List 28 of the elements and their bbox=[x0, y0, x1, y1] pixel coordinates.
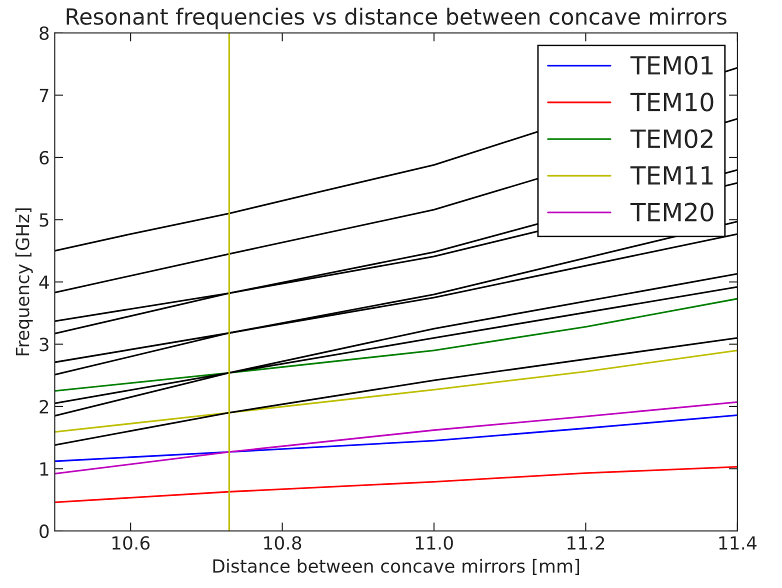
y-tick-label: 1 bbox=[40, 462, 48, 476]
legend-label: TEM02 bbox=[630, 129, 712, 148]
legend-label: TEM10 bbox=[630, 92, 714, 112]
y-axis-title: Frequency [GHz] bbox=[15, 208, 33, 356]
legend-label: TEM01 bbox=[630, 56, 713, 75]
y-tick-label: 5 bbox=[40, 213, 48, 227]
y-tick-label: 3 bbox=[40, 338, 48, 352]
line-series bbox=[54, 414, 738, 462]
line-series bbox=[54, 273, 738, 417]
x-tick-label: 11.0 bbox=[416, 536, 453, 550]
line-series bbox=[54, 466, 738, 504]
line-series bbox=[54, 298, 738, 392]
y-tick-label: 4 bbox=[39, 276, 49, 289]
line-series bbox=[54, 401, 738, 475]
x-tick-label: 10.8 bbox=[264, 536, 302, 550]
x-tick-label: 11.2 bbox=[568, 536, 604, 550]
x-tick-label: 10.6 bbox=[112, 536, 150, 550]
y-tick-label: 0 bbox=[40, 524, 49, 538]
line-series bbox=[54, 337, 738, 446]
legend-label: TEM11 bbox=[630, 166, 713, 185]
y-tick-label: 2 bbox=[40, 400, 48, 414]
chart-title: Resonant frequencies vs distance between concave mirrors bbox=[66, 8, 726, 30]
y-tick-label: 8 bbox=[40, 26, 49, 40]
x-axis-title: Distance between concave mirrors [mm] bbox=[213, 558, 580, 575]
x-tick-label: 11.4 bbox=[719, 536, 757, 550]
y-tick-label: 6 bbox=[40, 150, 49, 165]
y-tick-label: 7 bbox=[40, 88, 48, 102]
legend-label: TEM20 bbox=[630, 202, 714, 222]
